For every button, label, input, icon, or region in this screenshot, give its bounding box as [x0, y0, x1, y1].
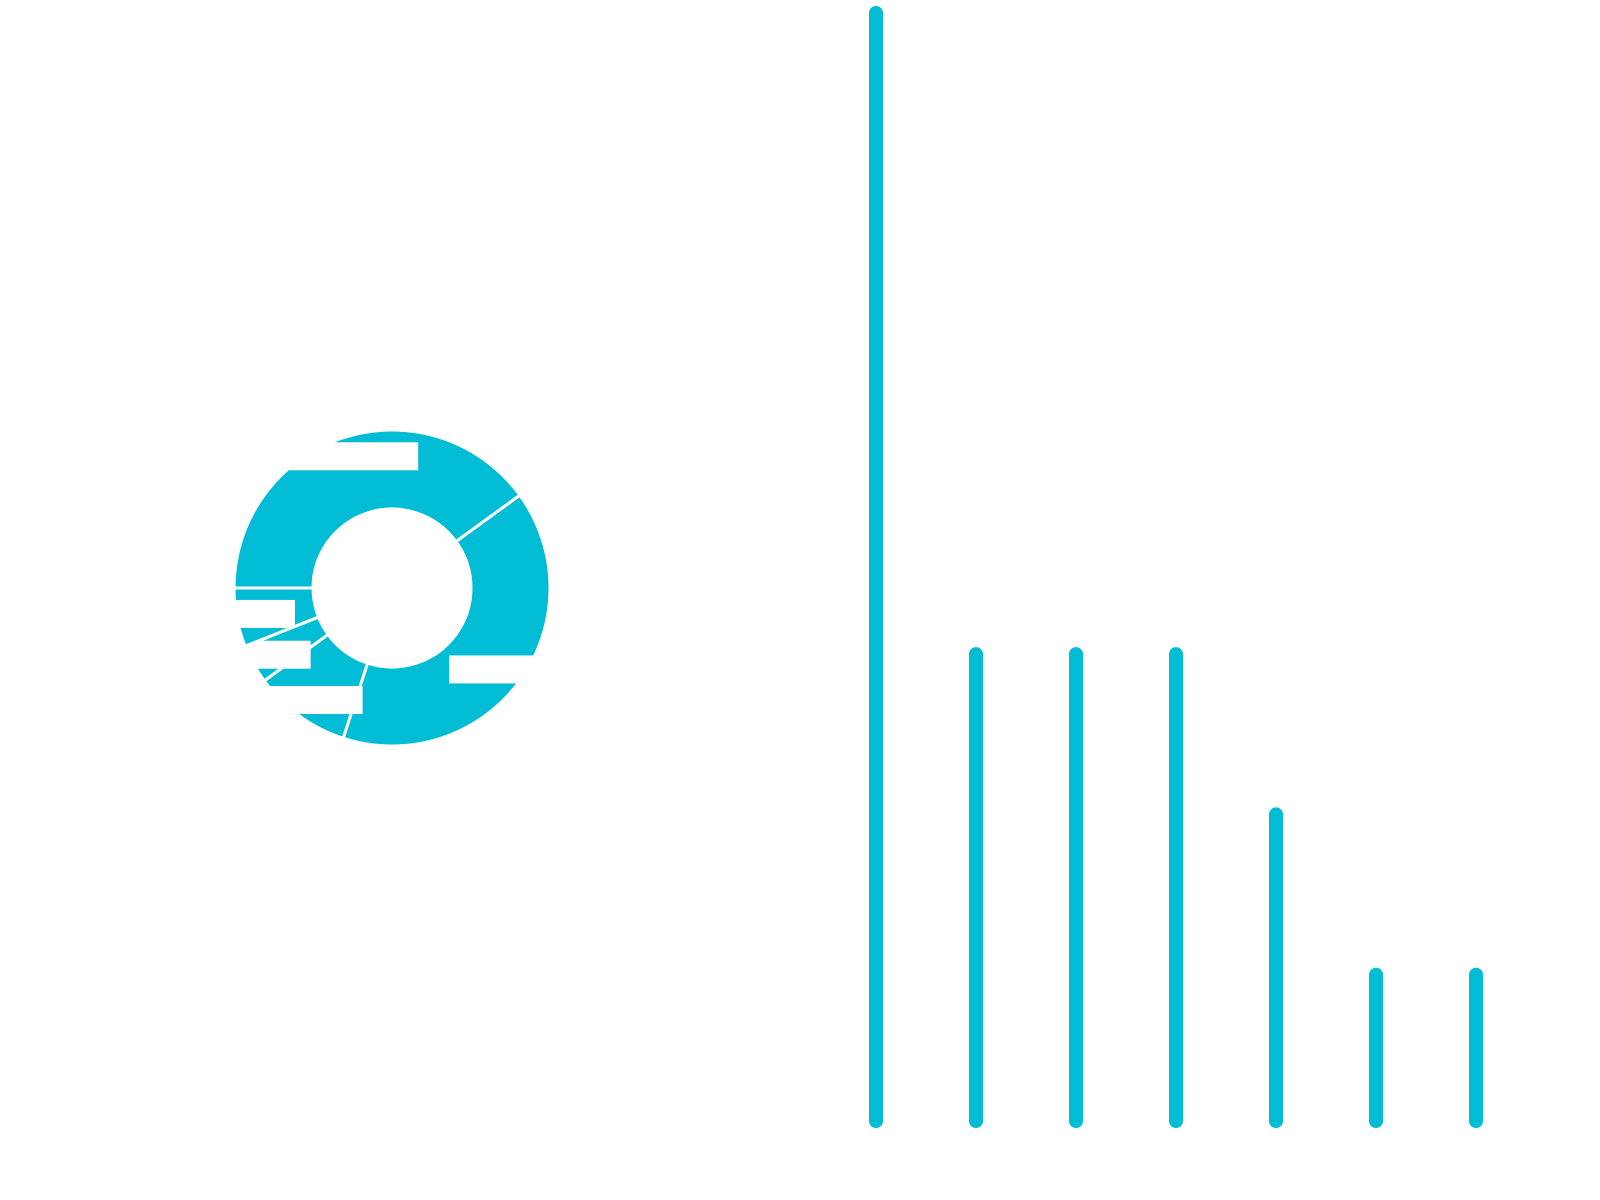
bar	[1069, 647, 1083, 1128]
donut-slice-label	[449, 655, 560, 684]
bar	[1169, 647, 1183, 1128]
donut-slice-label	[230, 640, 311, 669]
bar	[969, 647, 983, 1128]
bar	[869, 6, 883, 1128]
bar	[1369, 967, 1383, 1128]
bar-chart	[869, 6, 1483, 1128]
donut-slice-label	[258, 686, 363, 715]
bar	[1469, 967, 1483, 1128]
donut-slice-label	[280, 442, 419, 471]
donut-chart	[216, 428, 560, 748]
bar	[1269, 807, 1283, 1128]
donut-slice-label	[216, 599, 295, 628]
